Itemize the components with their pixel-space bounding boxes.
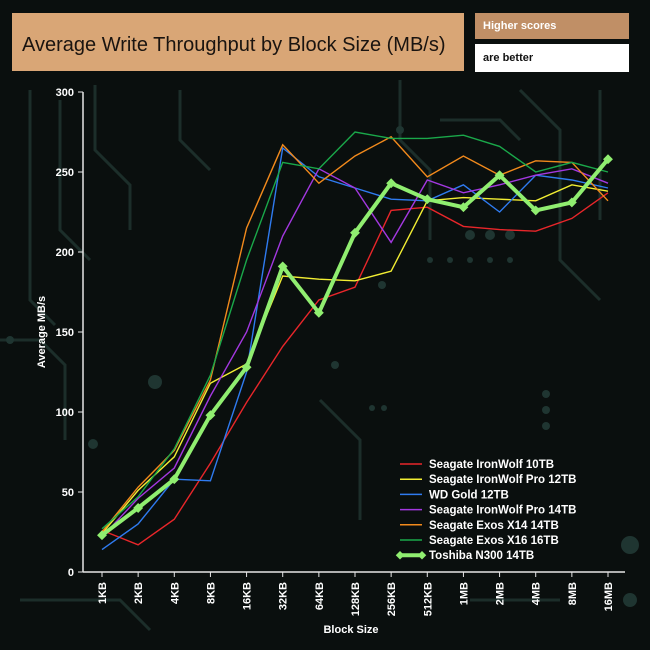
- x-tick-label: 128KB: [350, 582, 362, 616]
- x-tick-label: 2MB: [495, 582, 507, 605]
- chart-title: Average Write Throughput by Block Size (…: [22, 34, 446, 56]
- data-point-marker: [386, 178, 397, 189]
- y-tick-label: 250: [56, 167, 74, 179]
- y-tick-label: 50: [62, 487, 74, 499]
- series-line-seagate-exos-x14-14tb: [101, 135, 609, 533]
- data-point-marker: [241, 362, 252, 373]
- data-point-marker: [603, 154, 613, 165]
- legend-marker: [417, 550, 427, 560]
- x-tick-label: 1KB: [97, 582, 109, 604]
- series-line-seagate-exos-x16-16tb: [101, 131, 609, 530]
- y-tick-label: 100: [56, 407, 74, 419]
- x-tick-label: 8MB: [567, 582, 579, 605]
- x-tick-label: 4KB: [169, 582, 181, 604]
- series-line-seagate-ironwolf-10tb: [101, 192, 609, 546]
- legend-label: WD Gold 12TB: [429, 489, 509, 501]
- y-tick-label: 300: [56, 87, 74, 99]
- note-higher-scores-text: Higher scores: [483, 20, 557, 32]
- x-tick-label: 4MB: [531, 582, 543, 605]
- legend-label: Seagate Exos X16 16TB: [429, 535, 559, 547]
- note-higher-scores: Higher scores: [475, 13, 629, 39]
- legend-label: Toshiba N300 14TB: [429, 550, 534, 562]
- x-tick-label: 32KB: [278, 582, 290, 610]
- data-point-marker: [169, 474, 180, 485]
- note-are-better: are better: [475, 44, 629, 72]
- legend-marker: [395, 550, 405, 560]
- note-are-better-text: are better: [483, 52, 534, 64]
- x-tick-label: 1MB: [458, 582, 470, 605]
- x-tick-label: 2KB: [133, 582, 145, 604]
- y-tick-label: 150: [56, 327, 74, 339]
- data-point-marker: [350, 227, 360, 238]
- x-tick-label: 8KB: [205, 582, 217, 604]
- chart-title-box: Average Write Throughput by Block Size (…: [12, 13, 464, 71]
- data-point-marker: [277, 261, 288, 272]
- series-line-seagate-ironwolf-pro-14tb: [101, 167, 609, 538]
- y-axis-label: Average MB/s: [36, 296, 48, 368]
- data-point-marker: [458, 202, 469, 213]
- legend-label: Seagate IronWolf 10TB: [429, 459, 554, 471]
- legend-label: Seagate Exos X14 14TB: [429, 520, 559, 532]
- data-point-marker: [97, 530, 107, 541]
- x-tick-label: 16KB: [242, 582, 254, 610]
- data-point-marker: [205, 410, 216, 421]
- data-point-marker: [133, 503, 144, 513]
- x-tick-label: 64KB: [314, 582, 326, 610]
- x-tick-label: 256KB: [386, 582, 398, 616]
- legend-label: Seagate IronWolf Pro 12TB: [429, 474, 576, 486]
- y-tick-label: 0: [68, 567, 74, 579]
- data-point-marker: [494, 170, 505, 181]
- data-point-marker: [313, 307, 324, 318]
- x-axis-label: Block Size: [323, 624, 378, 636]
- legend-label: Seagate IronWolf Pro 14TB: [429, 505, 576, 517]
- x-tick-label: 16MB: [603, 582, 615, 611]
- data-point-marker: [566, 197, 577, 208]
- data-point-marker: [422, 194, 433, 205]
- y-tick-label: 200: [56, 247, 74, 259]
- x-tick-label: 512KB: [422, 582, 434, 616]
- data-point-marker: [530, 205, 541, 216]
